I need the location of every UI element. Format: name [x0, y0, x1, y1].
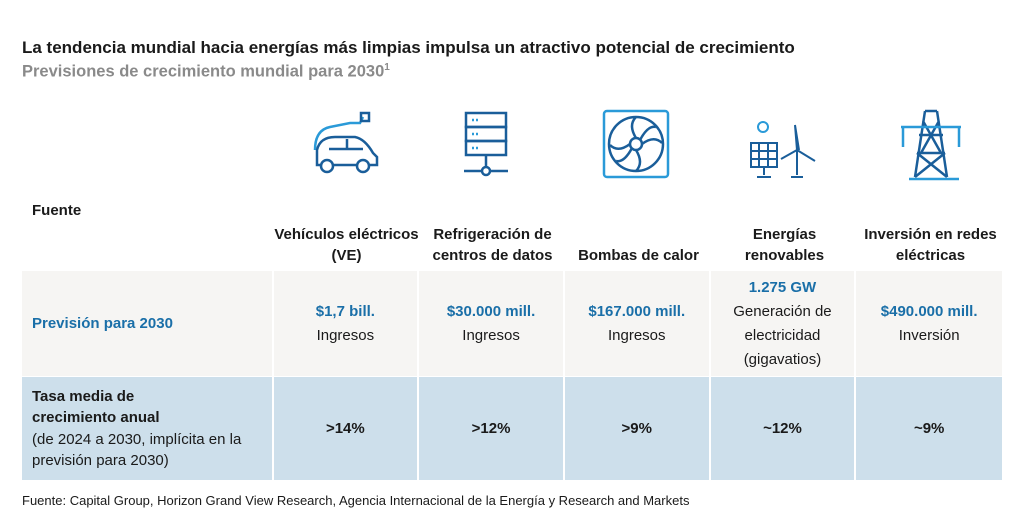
column-header: Bombas de calor — [578, 247, 699, 264]
forecast-value: $167.000 mill. — [588, 302, 686, 320]
solar-wind-icon — [750, 121, 816, 178]
forecast-cell: $1,7 bill. Ingresos — [274, 271, 420, 376]
forecast-value: 1.275 GW — [748, 278, 817, 296]
forecast-row: Previsión para 2030 $1,7 bill. Ingresos $… — [22, 271, 1002, 376]
forecast-cell: $167.000 mill. Ingresos — [565, 271, 711, 376]
forecast-desc: Generación de electricidad (gigavatios) — [733, 302, 832, 368]
server-icon — [464, 111, 508, 177]
row-label-cell: Previsión para 2030 — [22, 271, 274, 376]
forecast-cell: 1.275 GW Generación de electricidad (giga… — [711, 271, 857, 376]
fan-icon — [602, 109, 670, 179]
cagr-row: Tasa media de crecimiento anual (de 2024 … — [22, 377, 1002, 480]
cagr-value: ~9% — [913, 419, 945, 437]
page-subtitle: Previsiones de crecimiento mundial para … — [22, 62, 390, 82]
cagr-value: >14% — [274, 377, 420, 480]
row-label-cell: Tasa media de crecimiento anual (de 2024 … — [22, 377, 274, 480]
forecast-cell: $30.000 mill. Ingresos — [419, 271, 565, 376]
subtitle-text: Previsiones de crecimiento mundial para … — [22, 62, 385, 81]
header-fuente: Fuente — [32, 202, 82, 219]
column-header: Vehículos eléctricos (VE) — [274, 226, 419, 264]
forecast-value: $30.000 mill. — [446, 302, 536, 320]
forecast-desc: Ingresos — [607, 326, 666, 344]
cagr-value: >9% — [565, 377, 711, 480]
cagr-value: >12% — [419, 377, 565, 480]
row-label: Tasa media de crecimiento anual — [32, 387, 160, 427]
forecast-desc: Ingresos — [316, 326, 375, 344]
forecast-value: $1,7 bill. — [315, 302, 375, 320]
power-tower-icon — [901, 109, 961, 181]
footnote-ref: 1 — [384, 62, 390, 73]
forecast-value: $490.000 mill. — [880, 302, 978, 320]
column-header: Inversión en redes eléctricas — [864, 226, 997, 264]
electric-car-icon — [313, 111, 379, 174]
forecast-desc: Inversión — [898, 326, 960, 344]
source-footnote: Fuente: Capital Group, Horizon Grand Vie… — [22, 493, 690, 508]
column-header: Energías renovables — [744, 226, 825, 264]
column-header: Refrigeración de centros de datos — [432, 226, 553, 264]
cagr-value: ~12% — [711, 377, 857, 480]
row-note: (de 2024 a 2030, implícita en la previsi… — [32, 430, 242, 470]
forecast-desc: Ingresos — [462, 326, 520, 344]
row-label: Previsión para 2030 — [32, 314, 173, 332]
forecast-cell: $490.000 mill. Inversión — [856, 271, 1002, 376]
page-title: La tendencia mundial hacia energías más … — [22, 38, 795, 57]
